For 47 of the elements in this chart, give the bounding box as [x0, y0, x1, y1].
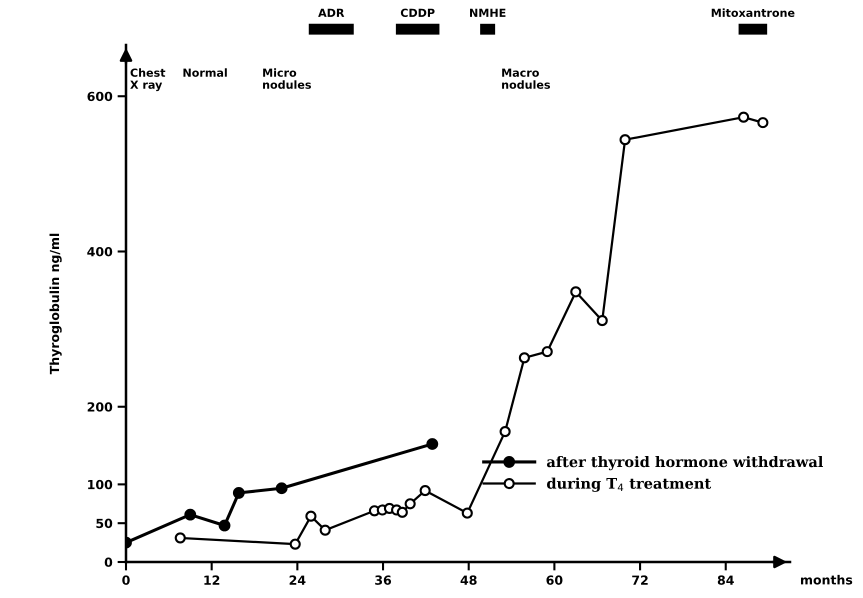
- text: ADR: [318, 8, 344, 17]
- legend-label: after thyroid hormone withdrawal: [546, 456, 823, 470]
- point: [218, 520, 230, 532]
- x-tick-label: 60: [546, 575, 562, 585]
- y-tick-label: 50: [96, 518, 112, 528]
- text: CDDP: [400, 8, 435, 17]
- y-tick-label: 600: [87, 92, 112, 102]
- point: [570, 286, 582, 298]
- annotation: Macro nodules: [502, 68, 550, 89]
- point: [542, 346, 553, 358]
- text: Mitoxantrone: [712, 8, 794, 17]
- point: [320, 524, 331, 536]
- point: [757, 117, 768, 128]
- legend-label: during T$_{4}$ treatment: [546, 478, 712, 492]
- x-tick-label: 84: [718, 575, 734, 585]
- annotation: Normal: [183, 68, 227, 77]
- point: [420, 485, 431, 496]
- point: [404, 498, 416, 510]
- x-tick-label: 12: [204, 575, 220, 585]
- y-tick-label: 0: [104, 557, 112, 567]
- y-axis-title: Thyroglobulin ng/ml: [50, 234, 62, 374]
- point: [426, 438, 438, 450]
- x-tick-label: 0: [122, 575, 130, 585]
- annotation: Chest X ray: [130, 68, 166, 92]
- x-tick-label: 36: [375, 575, 392, 585]
- point: [276, 482, 288, 494]
- y-tick-label: 200: [88, 402, 112, 412]
- point: [738, 112, 750, 123]
- text: NMHE: [470, 8, 506, 17]
- point: [184, 508, 196, 521]
- point: [396, 506, 408, 518]
- x-tick-label: 48: [460, 575, 477, 585]
- y-tick-label: 100: [88, 480, 112, 490]
- x-tick-label: 72: [632, 575, 648, 585]
- x-axis-title: months: [800, 574, 852, 585]
- x-tick-label: 24: [290, 575, 306, 585]
- point: [174, 532, 186, 544]
- point: [305, 510, 316, 522]
- point: [500, 426, 511, 438]
- point: [518, 352, 530, 364]
- y-tick-label: 400: [87, 246, 112, 256]
- point: [462, 508, 473, 519]
- annotation: Micro nodules: [263, 68, 311, 89]
- point: [290, 538, 301, 550]
- point: [232, 487, 245, 499]
- point: [596, 315, 608, 326]
- point: [620, 134, 631, 146]
